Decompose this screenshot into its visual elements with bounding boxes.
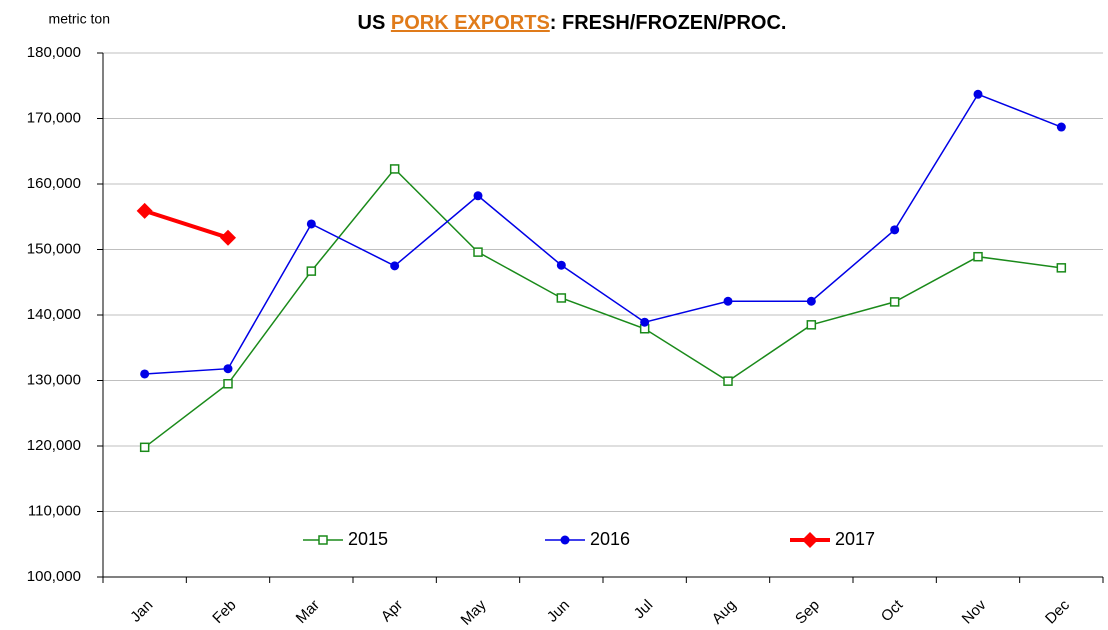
y-tick-label: 140,000 — [27, 306, 81, 323]
x-tick-label: May — [458, 596, 490, 628]
marker — [473, 247, 483, 257]
x-tick-label: Aug — [709, 597, 740, 628]
marker — [306, 219, 316, 229]
x-tick-label: Mar — [293, 597, 323, 627]
y-tick-label: 100,000 — [27, 568, 81, 585]
y-tick-label: 150,000 — [27, 240, 81, 257]
marker — [889, 297, 900, 307]
marker — [973, 251, 983, 262]
marker — [139, 442, 150, 453]
marker — [136, 202, 153, 219]
chart-title: US PORK EXPORTS: FRESH/FROZEN/PROC. — [358, 12, 787, 34]
marker — [560, 535, 570, 545]
marker — [390, 261, 400, 271]
marker — [220, 229, 236, 246]
legend-label: 2016 — [590, 529, 630, 549]
y-tick-label: 170,000 — [27, 109, 81, 126]
x-tick-label: Oct — [878, 596, 907, 625]
y-tick-label: 180,000 — [27, 44, 81, 61]
marker — [223, 364, 233, 374]
marker — [723, 296, 733, 306]
marker — [802, 532, 818, 548]
marker — [389, 164, 400, 174]
marker — [1056, 263, 1067, 273]
y-tick-label: 130,000 — [27, 371, 81, 388]
marker — [318, 535, 328, 545]
marker — [223, 379, 233, 389]
marker — [973, 89, 983, 99]
title-part: PORK EXPORTS — [391, 12, 550, 34]
marker — [723, 376, 733, 386]
series-line — [144, 208, 229, 240]
marker — [806, 296, 816, 306]
marker — [473, 191, 483, 201]
x-tick-label: Jun — [544, 597, 573, 626]
y-tick-label: 110,000 — [28, 502, 81, 519]
marker — [640, 317, 650, 327]
title-part: : FRESH/FROZEN/PROC. — [550, 12, 787, 34]
y-axis-label: metric ton — [49, 11, 110, 27]
x-tick-label: Jan — [127, 597, 156, 626]
marker — [806, 320, 817, 330]
series-line — [144, 93, 1062, 375]
legend-label: 2015 — [348, 529, 388, 549]
y-tick-label: 120,000 — [27, 437, 81, 454]
x-tick-label: Feb — [209, 597, 239, 627]
legend-label: 2017 — [835, 529, 875, 549]
x-tick-label: Dec — [1042, 596, 1073, 627]
marker — [1056, 122, 1066, 132]
marker — [306, 266, 317, 276]
series-line — [144, 167, 1062, 448]
marker — [556, 293, 567, 303]
x-tick-label: Sep — [792, 597, 823, 628]
x-tick-label: Apr — [378, 597, 407, 626]
marker — [556, 260, 566, 270]
x-tick-label: Jul — [631, 597, 657, 623]
title-part: US — [358, 12, 391, 34]
y-tick-label: 160,000 — [27, 175, 81, 192]
marker — [890, 225, 900, 235]
marker — [140, 369, 150, 379]
x-tick-label: Nov — [959, 596, 990, 627]
